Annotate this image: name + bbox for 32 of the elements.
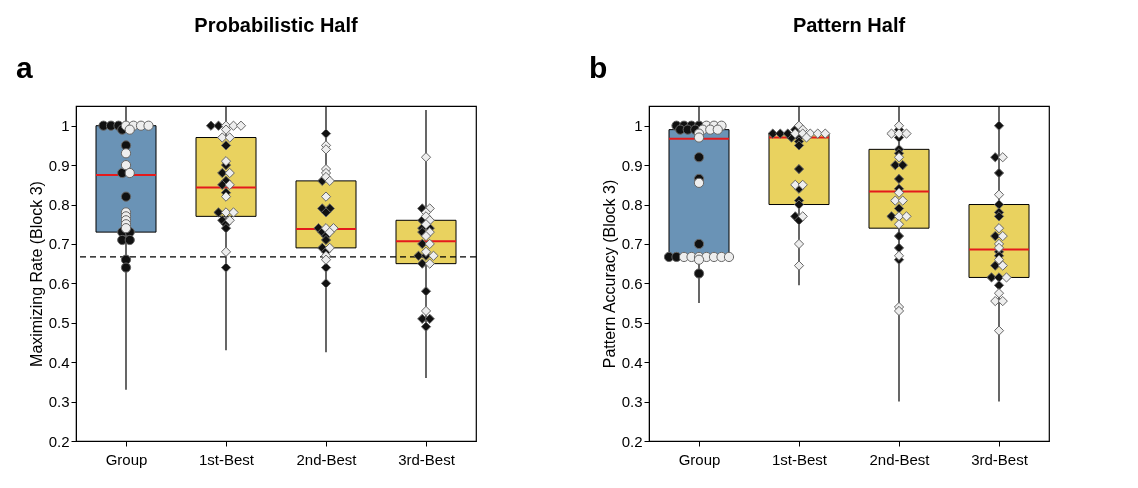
y-tick-label: 0.7: [48, 235, 70, 253]
y-tick-label: 0.9: [621, 156, 643, 174]
text: a: [16, 51, 33, 84]
text: b: [589, 51, 608, 84]
x-tick-label: 2nd-Best: [869, 450, 931, 468]
y-tick-label: 0.8: [621, 196, 643, 214]
x-tick-label: 3rd-Best: [971, 450, 1029, 468]
y-tick-label: 0.4: [621, 353, 643, 371]
x-tick-label: 1st-Best: [771, 450, 828, 468]
x-tick-label: 1st-Best: [198, 450, 255, 468]
y-tick-label: 1: [61, 117, 70, 135]
y-axis-title: Pattern Accuracy (Block 3): [600, 179, 618, 369]
y-tick-label: 0.9: [48, 156, 70, 174]
y-tick-label: 0.6: [621, 274, 643, 292]
y-tick-label: 0.7: [621, 235, 643, 253]
y-tick-label: 1: [634, 117, 643, 135]
chart-title: Pattern Half: [792, 14, 906, 36]
y-tick-label: 0.3: [48, 393, 70, 411]
y-tick-label: 0.2: [621, 432, 643, 450]
y-tick-label: 0.5: [621, 314, 643, 332]
y-tick-label: 0.8: [48, 196, 70, 214]
y-tick-label: 0.4: [48, 353, 70, 371]
y-tick-label: 0.2: [48, 432, 70, 450]
y-tick-label: 0.5: [48, 314, 70, 332]
x-tick-label: 2nd-Best: [296, 450, 358, 468]
x-tick-label: Group: [105, 450, 148, 468]
x-tick-label: 3rd-Best: [398, 450, 456, 468]
y-tick-label: 0.6: [48, 274, 70, 292]
y-axis-title: Maximizing Rate (Block 3): [27, 181, 45, 367]
x-tick-label: Group: [678, 450, 721, 468]
chart-title: Probabilistic Half: [194, 14, 359, 36]
y-tick-label: 0.3: [621, 393, 643, 411]
